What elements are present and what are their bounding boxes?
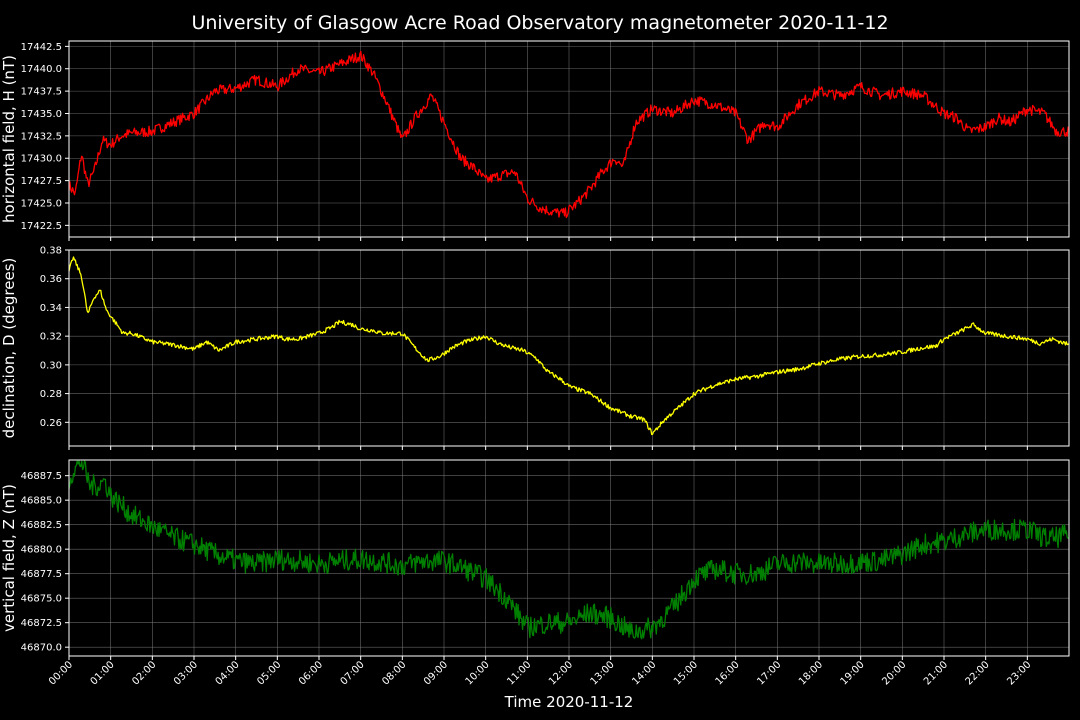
y-axis-label: vertical field, Z (nT) xyxy=(0,484,18,632)
x-axis-label: Time 2020-11-12 xyxy=(504,693,634,711)
y-tick-label: 46882.5 xyxy=(21,520,62,531)
y-tick-label: 17435.0 xyxy=(21,109,62,120)
y-tick-label: 17430.0 xyxy=(21,154,62,165)
y-tick-label: 0.28 xyxy=(40,389,62,400)
y-tick-label: 46885.0 xyxy=(21,496,62,507)
y-tick-label: 46875.0 xyxy=(21,594,62,605)
axes-frame xyxy=(68,459,1070,657)
y-tick-label: 0.38 xyxy=(40,246,62,257)
y-tick-label: 17437.5 xyxy=(21,87,62,98)
y-tick-label: 46872.5 xyxy=(21,618,62,629)
y-tick-label: 17427.5 xyxy=(21,176,62,187)
axes-frame xyxy=(68,249,1070,447)
series-line xyxy=(68,50,1070,219)
chart-title: University of Glasgow Acre Road Observat… xyxy=(191,12,888,34)
y-tick-label: 46870.0 xyxy=(21,643,62,654)
y-tick-label: 46877.5 xyxy=(21,569,62,580)
y-axis-label: declination, D (degrees) xyxy=(0,258,18,439)
axes-frame xyxy=(68,40,1070,238)
y-tick-label: 0.26 xyxy=(40,418,62,429)
y-tick-label: 46887.5 xyxy=(21,471,62,482)
panel-1: 17442.5 17440.0 17437.5 17435.0 17432.5 17430… xyxy=(0,40,1070,241)
panel-2: 0.38 0.36 0.34 0.32 0.30 0.28 0.26 declination,… xyxy=(0,246,1070,450)
y-tick-label: 0.32 xyxy=(40,332,62,343)
y-tick-label: 17440.0 xyxy=(21,64,62,75)
y-axis-label: horizontal field, H (nT) xyxy=(0,55,18,223)
y-tick-label: 17422.5 xyxy=(21,221,62,232)
panel-3: 46887.5 46885.0 46882.5 46880.0 46877.5 46875… xyxy=(0,459,1070,660)
series-line xyxy=(68,256,1070,436)
y-tick-label: 0.34 xyxy=(40,303,62,314)
y-tick-label: 0.30 xyxy=(40,360,62,371)
y-tick-label: 46880.0 xyxy=(21,545,62,556)
y-tick-label: 17425.0 xyxy=(21,198,62,209)
series-line xyxy=(68,460,1069,640)
y-tick-label: 17432.5 xyxy=(21,131,62,142)
y-tick-label: 17442.5 xyxy=(21,42,62,53)
y-tick-label: 0.36 xyxy=(40,274,62,285)
